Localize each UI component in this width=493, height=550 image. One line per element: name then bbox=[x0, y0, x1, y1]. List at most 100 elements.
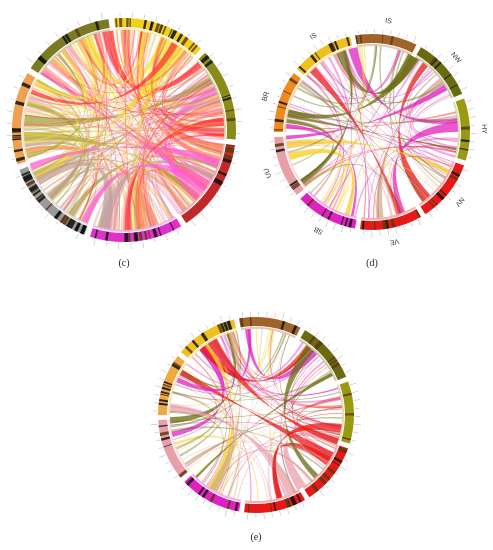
ring-segment bbox=[336, 381, 361, 444]
ribbon bbox=[34, 49, 89, 102]
ring-segment bbox=[196, 52, 242, 140]
ribbon bbox=[393, 51, 442, 184]
ribbon bbox=[296, 395, 341, 450]
ribbon bbox=[24, 140, 201, 195]
ribbon bbox=[287, 144, 399, 215]
ribbon bbox=[287, 53, 418, 119]
segment-label: HY bbox=[480, 124, 487, 134]
ribbon bbox=[35, 159, 188, 209]
ribbon bbox=[30, 92, 170, 220]
ribbon bbox=[31, 69, 205, 171]
ring-segment bbox=[238, 311, 301, 339]
ribbon bbox=[90, 35, 171, 220]
caption-d: (d) bbox=[366, 258, 378, 269]
ring-segment bbox=[182, 473, 242, 517]
ribbon bbox=[178, 376, 311, 483]
ring-segment bbox=[179, 315, 237, 360]
ribbon bbox=[179, 330, 241, 457]
ribbon bbox=[207, 338, 339, 445]
ribbon bbox=[195, 352, 230, 488]
ribbon bbox=[49, 62, 213, 180]
ribbon bbox=[36, 79, 218, 110]
ribbon bbox=[80, 39, 224, 139]
ribbon bbox=[35, 45, 178, 179]
ribbons bbox=[285, 45, 459, 219]
ring-segment bbox=[360, 206, 422, 238]
ring-segment bbox=[179, 143, 240, 227]
ring-segment bbox=[150, 419, 191, 479]
ribbons bbox=[169, 328, 343, 502]
ribbon bbox=[285, 128, 428, 199]
ribbon bbox=[182, 441, 312, 482]
ribbon bbox=[286, 142, 345, 209]
ribbon bbox=[195, 372, 333, 478]
ribbon bbox=[23, 34, 156, 136]
segment-label: VE bbox=[389, 237, 400, 246]
ribbon bbox=[175, 383, 295, 493]
ribbon bbox=[173, 370, 218, 440]
chord-panel-c bbox=[6, 12, 242, 250]
ribbon bbox=[176, 328, 252, 392]
ribbon bbox=[226, 329, 263, 497]
ribbon bbox=[123, 137, 224, 231]
caption-e: (e) bbox=[250, 532, 261, 543]
ribbon bbox=[290, 103, 453, 163]
ribbon bbox=[300, 50, 353, 185]
ring-segment bbox=[299, 328, 352, 382]
ring-segment bbox=[114, 12, 201, 58]
ring-segment bbox=[354, 29, 417, 56]
ribbon bbox=[133, 88, 216, 230]
ribbon bbox=[288, 45, 378, 154]
ribbon bbox=[181, 370, 340, 401]
ring-segment bbox=[6, 73, 38, 165]
ribbon bbox=[409, 78, 457, 149]
ribbon bbox=[172, 392, 216, 450]
chord-panel-d: IS NW HY NV VE SB UU BR IS bbox=[261, 18, 487, 246]
ring-segment bbox=[152, 356, 188, 415]
ring-segment bbox=[418, 161, 469, 218]
ribbon bbox=[293, 49, 353, 108]
ring-segment bbox=[15, 165, 89, 240]
ribbon bbox=[283, 345, 319, 479]
ribbon bbox=[210, 331, 241, 493]
ribbon bbox=[333, 54, 398, 216]
ring-segment bbox=[299, 190, 358, 233]
ribbon bbox=[171, 426, 324, 470]
ribbon bbox=[62, 50, 209, 187]
chord-panel-e bbox=[150, 311, 361, 520]
ribbon bbox=[334, 49, 400, 93]
ribbon bbox=[224, 334, 242, 498]
ribbon bbox=[412, 94, 458, 143]
segment-label: SB bbox=[313, 225, 325, 236]
ring-segment bbox=[89, 215, 182, 250]
ribbon bbox=[315, 66, 447, 176]
ribbon bbox=[342, 50, 367, 218]
ribbon bbox=[301, 80, 344, 204]
ribbon bbox=[27, 32, 107, 157]
ribbon bbox=[209, 341, 339, 396]
ribbon bbox=[83, 37, 113, 229]
ribbon bbox=[30, 42, 179, 105]
ribbon bbox=[169, 411, 224, 484]
ribbon bbox=[191, 356, 227, 483]
segment-label: IS bbox=[309, 32, 319, 42]
ribbon bbox=[33, 142, 223, 177]
ring-segment bbox=[452, 98, 477, 161]
ribbon bbox=[50, 61, 186, 210]
ribbon bbox=[207, 443, 329, 487]
ring-segment bbox=[270, 136, 307, 196]
ribbon bbox=[78, 39, 216, 103]
ribbon bbox=[114, 34, 157, 230]
ribbon bbox=[103, 31, 216, 174]
ring-segment bbox=[268, 72, 304, 132]
ribbon bbox=[325, 46, 366, 206]
segment-label: NV bbox=[453, 196, 465, 208]
ribbon bbox=[377, 84, 445, 218]
caption-c: (c) bbox=[118, 258, 129, 269]
ribbon bbox=[63, 48, 140, 230]
ribbon bbox=[137, 31, 190, 207]
ribbon bbox=[41, 72, 223, 116]
ribbon bbox=[44, 68, 174, 218]
ribbon bbox=[70, 39, 101, 216]
